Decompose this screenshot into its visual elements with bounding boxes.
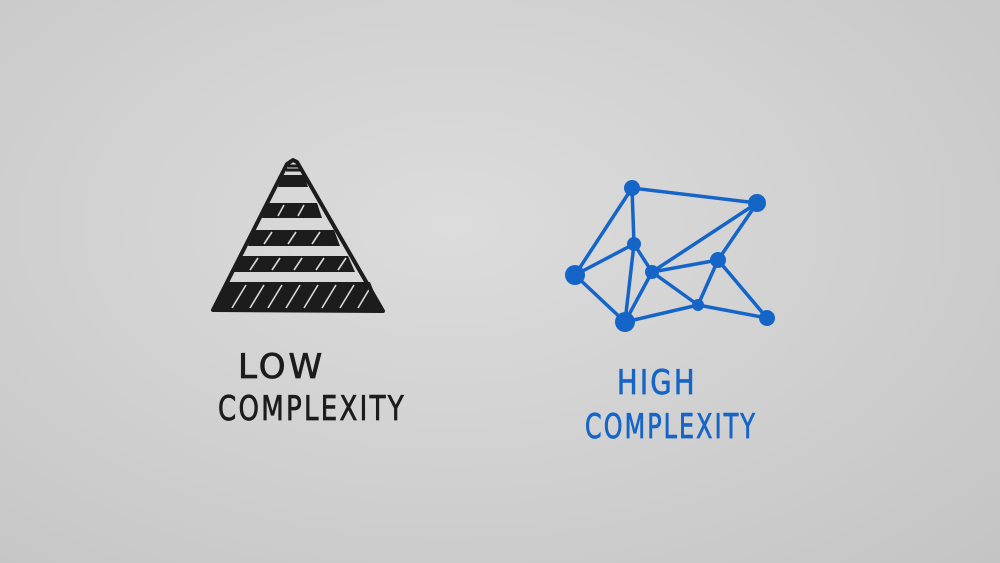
low-label-line1: LOW: [238, 347, 325, 387]
pyramid-band-2: [262, 203, 322, 218]
pyramid-band-4: [233, 256, 355, 272]
network-node: [627, 237, 641, 251]
network-node: [645, 265, 659, 279]
pyramid-band-5: [213, 282, 381, 310]
network-node: [624, 180, 640, 196]
network-node: [692, 299, 704, 311]
network-node: [710, 252, 726, 268]
high-label-line2: COMPLEXITY: [585, 407, 757, 447]
pyramid-band-3: [248, 230, 340, 246]
network-node: [615, 312, 635, 332]
low-label-line2: COMPLEXITY: [218, 389, 406, 429]
network-nodes: [565, 180, 775, 332]
pyramid-outline: [211, 158, 385, 313]
network-node: [565, 265, 585, 285]
high-label-line1: HIGH: [617, 363, 697, 403]
low-complexity-pyramid: [211, 158, 385, 313]
network-node: [748, 194, 766, 212]
network-node: [759, 310, 775, 326]
high-complexity-network: [573, 186, 769, 324]
pyramid-band-1: [278, 175, 308, 187]
pyramid-hatching: [231, 204, 371, 309]
